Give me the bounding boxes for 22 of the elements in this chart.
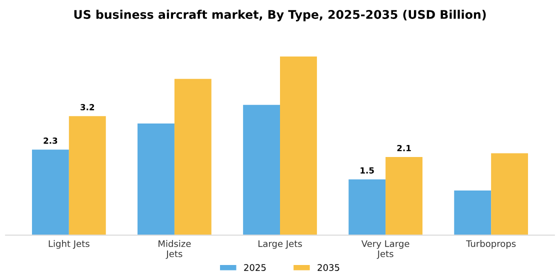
x-tick-label: Very Large Jets [361,240,410,259]
bar [280,56,317,236]
bar [138,124,174,236]
bar [386,157,422,236]
bar [32,150,69,236]
bar [454,190,492,236]
legend-label: 2035 [318,264,340,271]
x-tick-label: Large Jets [258,240,302,249]
bar [174,78,212,236]
data-label: 2.3 [44,138,58,144]
bar [491,153,528,236]
bar [348,179,386,236]
bar [243,104,280,236]
x-tick-label: Light Jets [48,240,90,249]
data-label: 1.5 [360,167,374,174]
x-tick-label: Turboprops [466,240,516,249]
bar [68,116,106,236]
legend-label: 2025 [244,264,266,271]
x-tick-label: Midsize Jets [158,240,191,259]
data-label: 3.2 [80,104,94,110]
data-label: 2.1 [397,144,411,152]
chart-title: US business aircraft market, By Type, 2025-2035 (USD Billion) [74,10,486,22]
